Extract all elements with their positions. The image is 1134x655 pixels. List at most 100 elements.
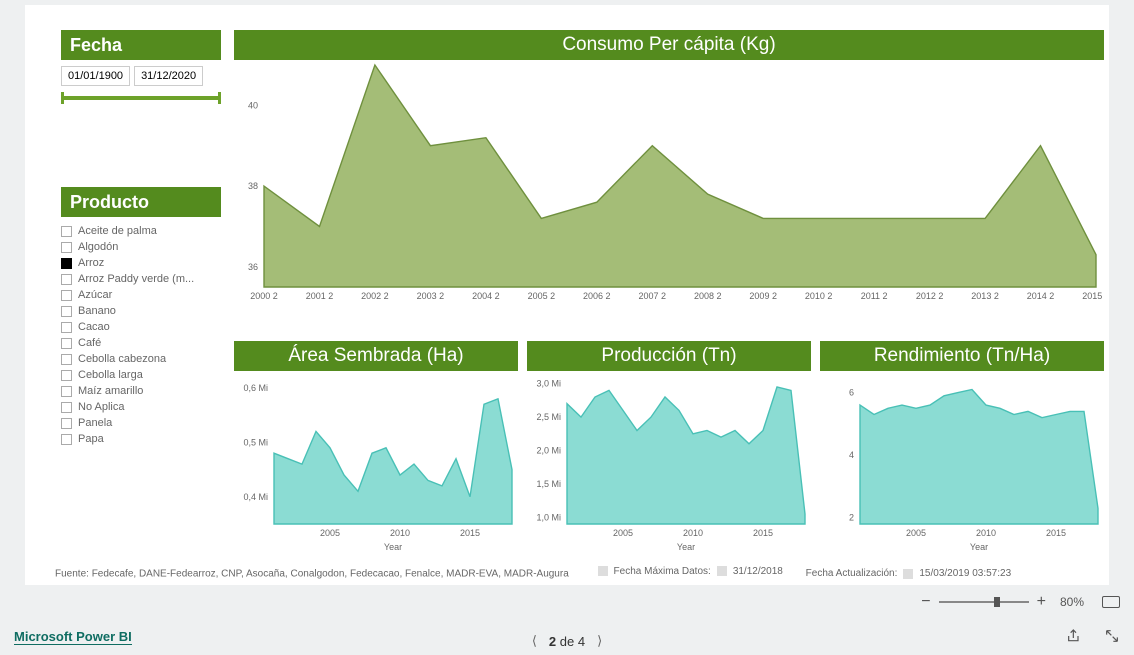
producto-item[interactable]: Arroz xyxy=(61,255,221,271)
zoom-control: − + 80% xyxy=(921,593,1120,611)
share-icon[interactable] xyxy=(1066,628,1082,644)
producto-item[interactable]: Aceite de palma xyxy=(61,223,221,239)
checkbox-icon xyxy=(61,402,72,413)
svg-text:2005: 2005 xyxy=(320,528,340,538)
producto-item-label: Café xyxy=(78,336,101,350)
checkbox-icon xyxy=(61,274,72,285)
fit-page-icon[interactable] xyxy=(1102,596,1120,608)
producto-list: Aceite de palma Algodón ArrozArroz Paddy v… xyxy=(61,223,221,447)
square-icon xyxy=(598,566,608,576)
square-icon xyxy=(717,566,727,576)
zoom-out-button[interactable]: − xyxy=(921,593,930,611)
zoom-slider[interactable] xyxy=(939,601,1029,603)
producto-item-label: Cebolla larga xyxy=(78,368,143,382)
svg-text:2014 2: 2014 2 xyxy=(1027,291,1055,301)
svg-text:Year: Year xyxy=(970,542,988,552)
zoom-in-button[interactable]: + xyxy=(1037,593,1046,611)
svg-text:2005: 2005 xyxy=(613,528,633,538)
checkbox-icon xyxy=(61,338,72,349)
svg-text:36: 36 xyxy=(248,262,258,272)
next-page-button[interactable]: ⟩ xyxy=(585,633,614,649)
svg-text:2006 2: 2006 2 xyxy=(583,291,611,301)
svg-text:2000 2: 2000 2 xyxy=(250,291,278,301)
svg-text:2012 2: 2012 2 xyxy=(916,291,944,301)
svg-text:2004 2: 2004 2 xyxy=(472,291,500,301)
svg-text:0,4 Mi: 0,4 Mi xyxy=(243,492,268,502)
prev-page-button[interactable]: ⟨ xyxy=(520,633,549,649)
svg-text:2,5 Mi: 2,5 Mi xyxy=(536,412,561,422)
svg-text:2015: 2015 xyxy=(460,528,480,538)
checkbox-icon xyxy=(61,370,72,381)
producto-item[interactable]: Panela xyxy=(61,415,221,431)
producto-item-label: Cacao xyxy=(78,320,110,334)
svg-text:2: 2 xyxy=(849,513,854,523)
svg-text:38: 38 xyxy=(248,181,258,191)
svg-text:4: 4 xyxy=(849,450,854,460)
producto-item[interactable]: Algodón xyxy=(61,239,221,255)
svg-text:2010 2: 2010 2 xyxy=(805,291,833,301)
svg-text:6: 6 xyxy=(849,388,854,398)
svg-text:Year: Year xyxy=(384,542,402,552)
checkbox-icon xyxy=(61,354,72,365)
svg-text:2007 2: 2007 2 xyxy=(639,291,667,301)
fecha-filter: Fecha 01/01/1900 31/12/2020 xyxy=(61,30,221,100)
checkbox-icon xyxy=(61,418,72,429)
svg-text:2005: 2005 xyxy=(906,528,926,538)
zoom-percent: 80% xyxy=(1060,595,1084,609)
producto-item-label: Papa xyxy=(78,432,104,446)
date-from-input[interactable]: 01/01/1900 xyxy=(61,66,130,86)
checkbox-icon xyxy=(61,306,72,317)
producto-item-label: Algodón xyxy=(78,240,118,254)
svg-text:2005 2: 2005 2 xyxy=(528,291,556,301)
svg-text:2010: 2010 xyxy=(390,528,410,538)
checkbox-icon xyxy=(61,242,72,253)
page-current: 2 xyxy=(549,634,556,649)
checkbox-icon xyxy=(61,258,72,269)
consumo-chart-title: Consumo Per cápita (Kg) xyxy=(234,30,1104,60)
svg-text:2015: 2015 xyxy=(1046,528,1066,538)
svg-text:2008 2: 2008 2 xyxy=(694,291,722,301)
producto-item-label: Aceite de palma xyxy=(78,224,157,238)
producto-item[interactable]: Azúcar xyxy=(61,287,221,303)
fullscreen-icon[interactable] xyxy=(1104,628,1120,644)
producto-item[interactable]: Café xyxy=(61,335,221,351)
producto-item-label: Maíz amarillo xyxy=(78,384,143,398)
producto-item[interactable]: Banano xyxy=(61,303,221,319)
checkbox-icon xyxy=(61,322,72,333)
checkbox-icon xyxy=(61,434,72,445)
report-canvas: Fecha 01/01/1900 31/12/2020 Producto Ace… xyxy=(25,5,1109,585)
area-sembrada-chart: Área Sembrada (Ha) 0,4 Mi 0,5 Mi 0,6 Mi 200… xyxy=(234,341,518,556)
fecha-upd-label: Fecha Actualización: xyxy=(806,568,898,579)
producto-item-label: Arroz xyxy=(78,256,104,270)
svg-text:2003 2: 2003 2 xyxy=(417,291,445,301)
producto-item[interactable]: Maíz amarillo xyxy=(61,383,221,399)
source-text: Fuente: Fedecafe, DANE-Fedearroz, CNP, A… xyxy=(55,568,569,579)
date-range-slider[interactable] xyxy=(61,96,221,100)
svg-text:2010: 2010 xyxy=(976,528,996,538)
rendimiento-chart: Rendimiento (Tn/Ha) 246200520102015Year xyxy=(820,341,1104,556)
svg-text:0,5 Mi: 0,5 Mi xyxy=(243,437,268,447)
svg-text:3,0 Mi: 3,0 Mi xyxy=(536,379,561,389)
producto-item[interactable]: Cebolla larga xyxy=(61,367,221,383)
svg-text:2015 2: 2015 2 xyxy=(1082,291,1104,301)
page-total: 4 xyxy=(578,634,585,649)
svg-text:0,6 Mi: 0,6 Mi xyxy=(243,383,268,393)
svg-text:2001 2: 2001 2 xyxy=(306,291,334,301)
fecha-upd-value: 15/03/2019 03:57:23 xyxy=(919,568,1011,579)
date-to-input[interactable]: 31/12/2020 xyxy=(134,66,203,86)
svg-text:1,5 Mi: 1,5 Mi xyxy=(536,479,561,489)
fecha-header: Fecha xyxy=(61,30,221,60)
svg-text:Year: Year xyxy=(677,542,695,552)
svg-text:2015: 2015 xyxy=(753,528,773,538)
small-chart-title: Área Sembrada (Ha) xyxy=(234,341,518,371)
producto-item[interactable]: Cacao xyxy=(61,319,221,335)
producto-item[interactable]: Cebolla cabezona xyxy=(61,351,221,367)
producto-item[interactable]: Arroz Paddy verde (m... xyxy=(61,271,221,287)
checkbox-icon xyxy=(61,386,72,397)
footer-source: Fuente: Fedecafe, DANE-Fedearroz, CNP, A… xyxy=(55,566,1011,580)
producto-filter: Producto Aceite de palmaAlgodónArrozArro… xyxy=(61,187,221,447)
producto-item[interactable]: No Aplica xyxy=(61,399,221,415)
producto-item[interactable]: Papa xyxy=(61,431,221,447)
svg-text:2010: 2010 xyxy=(683,528,703,538)
fecha-max-value: 31/12/2018 xyxy=(733,566,783,577)
